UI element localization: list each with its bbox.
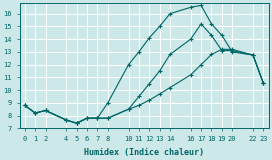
X-axis label: Humidex (Indice chaleur): Humidex (Indice chaleur) bbox=[84, 148, 204, 156]
